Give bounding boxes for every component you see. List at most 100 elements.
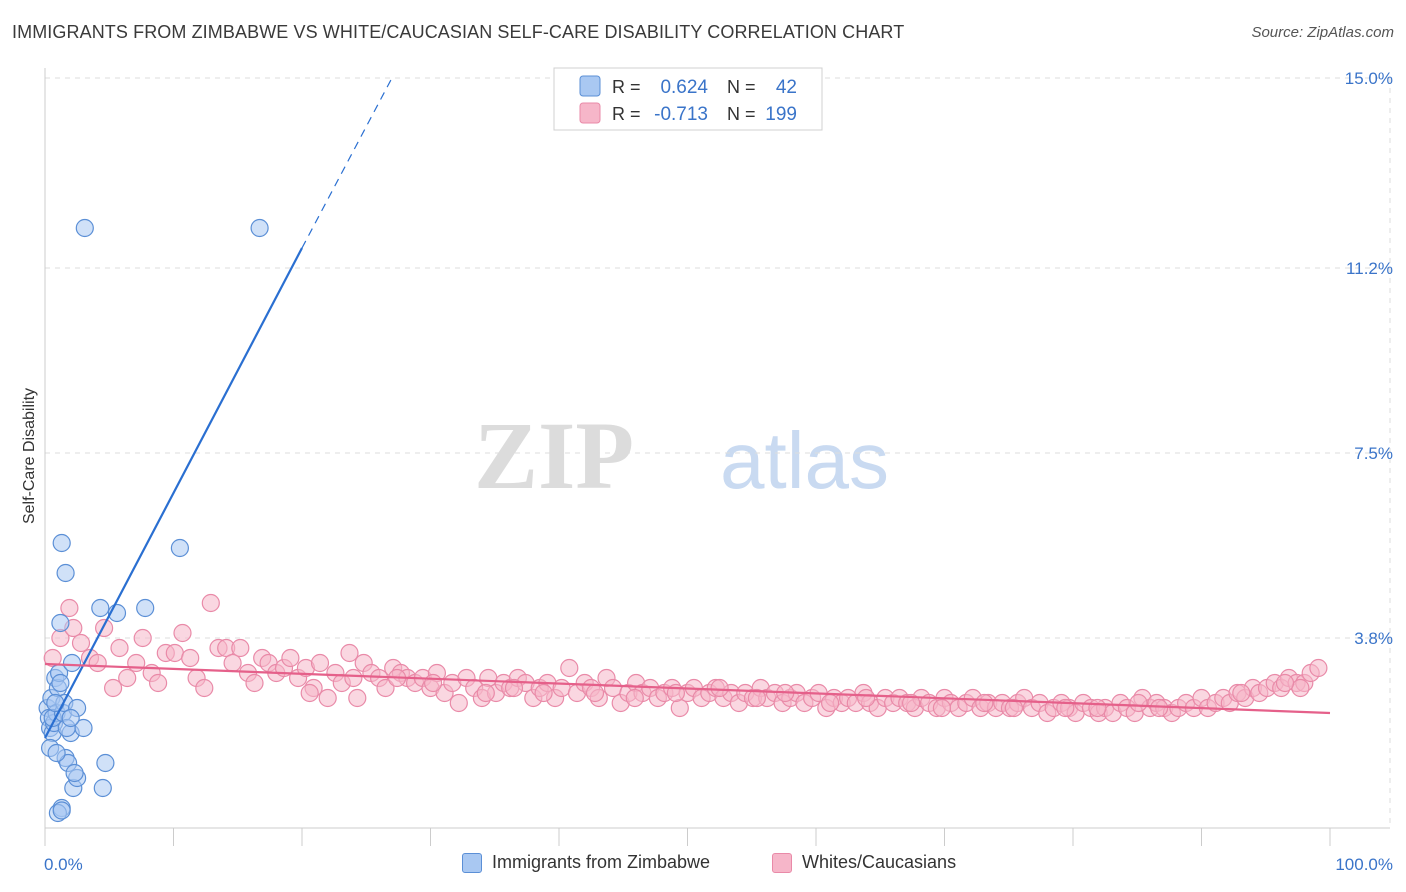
- caucasian-point: [856, 688, 876, 708]
- caucasian-point: [60, 598, 79, 618]
- zimbabwe-point: [52, 801, 71, 820]
- caucasian-point: [223, 653, 242, 673]
- zimbabwe-point: [52, 533, 71, 553]
- legend-swatch-blue: [579, 75, 601, 97]
- caucasian-point: [300, 683, 319, 703]
- chart-title: IMMIGRANTS FROM ZIMBABWE VS WHITE/CAUCAS…: [12, 22, 905, 42]
- zimbabwe-point: [96, 753, 115, 773]
- legend-r-value-1: -0.713: [654, 104, 708, 125]
- caucasian-point: [820, 693, 840, 713]
- x-tick-label-min: 0.0%: [44, 855, 83, 874]
- zimbabwe-trend-line: [44, 247, 303, 739]
- caucasian-point: [201, 593, 220, 613]
- caucasian-point: [1004, 698, 1024, 718]
- caucasian-point: [245, 673, 264, 693]
- stats-legend: R = 0.624 N = 42 R = -0.713 N = 199: [553, 67, 823, 131]
- caucasian-point: [560, 658, 579, 678]
- caucasian-point: [118, 668, 137, 688]
- legend-label-zimbabwe: Immigrants from Zimbabwe: [492, 852, 711, 872]
- x-tick-label-max: 100.0%: [1335, 855, 1393, 874]
- zimbabwe-point: [170, 538, 189, 558]
- legend-n-value-1: 199: [765, 104, 797, 125]
- watermark-zip: ZIP: [474, 402, 634, 509]
- zimbabwe-point: [51, 673, 70, 693]
- legend-swatch-zimbabwe: [462, 852, 482, 873]
- legend-r-label-1: R =: [612, 104, 641, 124]
- caucasian-point: [110, 638, 129, 658]
- y-tick-label: 7.5%: [1354, 444, 1393, 463]
- caucasian-point: [195, 678, 214, 698]
- caucasian-point: [1291, 678, 1310, 698]
- bottom-legend: Immigrants from Zimbabwe Whites/Caucasia…: [0, 852, 1406, 878]
- caucasian-point: [94, 618, 114, 638]
- source-label: Source: ZipAtlas.com: [1251, 24, 1394, 41]
- caucasian-trend-line: [44, 662, 1331, 715]
- caucasian-point: [149, 673, 168, 693]
- caucasian-point: [1149, 698, 1169, 718]
- zimbabwe-point: [93, 778, 112, 798]
- zimbabwe-point: [250, 218, 269, 238]
- zimbabwe-point: [47, 743, 66, 763]
- legend-item-caucasian: Whites/Caucasians: [772, 852, 956, 873]
- caucasian-point: [747, 688, 767, 708]
- y-axis-label: Self-Care Disability: [21, 388, 38, 524]
- legend-swatch-caucasian: [772, 852, 792, 873]
- caucasian-point: [88, 653, 107, 673]
- caucasian-point: [932, 698, 952, 718]
- caucasian-point: [585, 683, 605, 703]
- caucasian-point: [603, 678, 623, 698]
- legend-n-label-1: N =: [727, 104, 756, 124]
- caucasian-point: [310, 653, 330, 673]
- zimbabwe-trend-extension: [301, 77, 393, 249]
- caucasian-point: [103, 678, 123, 698]
- caucasian-point: [71, 633, 91, 653]
- caucasian-point: [1232, 683, 1251, 703]
- watermark-atlas: atlas: [720, 416, 889, 505]
- legend-swatch-pink: [579, 102, 601, 124]
- caucasian-point: [173, 623, 192, 643]
- caucasian-point: [43, 648, 62, 668]
- caucasian-point: [165, 643, 184, 663]
- zimbabwe-point: [136, 598, 155, 618]
- caucasian-point: [504, 678, 524, 698]
- caucasian-point: [181, 648, 200, 668]
- caucasian-point: [1275, 673, 1295, 693]
- caucasian-point: [1129, 693, 1148, 713]
- caucasian-point: [231, 638, 250, 658]
- legend-n-value-0: 42: [776, 77, 797, 98]
- caucasian-point: [348, 688, 367, 708]
- caucasian-point: [344, 668, 363, 688]
- caucasian-point: [376, 678, 395, 698]
- zimbabwe-point: [75, 218, 94, 238]
- caucasian-point: [127, 653, 146, 673]
- legend-label-caucasian: Whites/Caucasians: [802, 852, 957, 872]
- caucasian-point: [1088, 698, 1107, 718]
- y-tick-label: 11.2%: [1346, 259, 1393, 278]
- caucasian-point: [670, 698, 689, 718]
- caucasian-point: [625, 688, 644, 708]
- zimbabwe-point: [65, 763, 84, 783]
- caucasian-point: [710, 678, 729, 698]
- caucasian-point: [318, 688, 337, 708]
- legend-r-label-0: R =: [612, 77, 641, 97]
- legend-n-label-0: N =: [727, 77, 756, 97]
- caucasian-point: [281, 648, 300, 668]
- legend-item-zimbabwe: Immigrants from Zimbabwe: [462, 852, 710, 873]
- caucasian-point: [340, 643, 359, 663]
- zimbabwe-point: [91, 598, 110, 618]
- caucasian-point: [534, 683, 553, 703]
- caucasian-point: [552, 678, 571, 698]
- caucasian-point: [449, 693, 468, 713]
- zimbabwe-point: [62, 653, 82, 673]
- y-tick-label: 15.0%: [1345, 69, 1393, 88]
- y-tick-label: 3.8%: [1354, 629, 1393, 648]
- zimbabwe-point: [74, 718, 93, 738]
- caucasian-point: [901, 693, 921, 713]
- caucasian-point: [133, 628, 152, 648]
- caucasian-point: [1309, 658, 1328, 678]
- zimbabwe-point: [56, 563, 75, 583]
- caucasian-point: [975, 693, 994, 713]
- zimbabwe-point: [51, 613, 70, 633]
- caucasian-point: [424, 673, 443, 693]
